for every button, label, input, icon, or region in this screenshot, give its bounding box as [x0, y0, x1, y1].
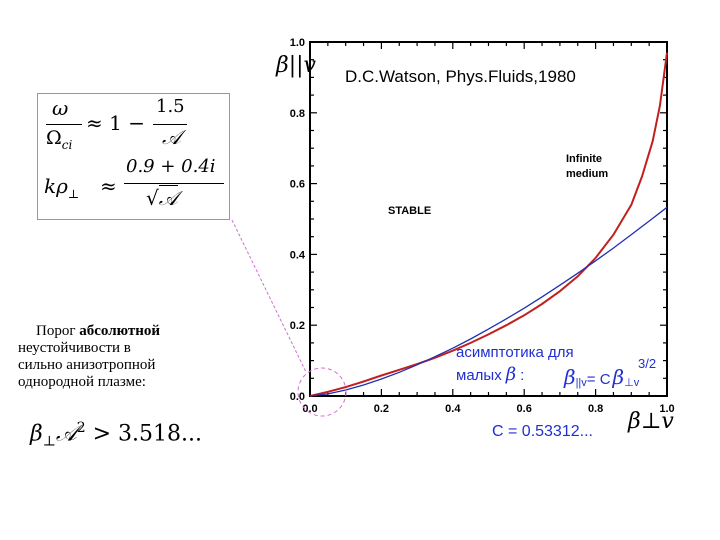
x-tick-label: 0.0	[302, 403, 317, 415]
formula-2-denominator: √𝒜	[146, 185, 178, 210]
infinite-label-1: Infinite	[566, 153, 602, 165]
threshold-formula: β⊥𝒜2 > 3.518...	[30, 420, 203, 450]
x-tick-label: 0.8	[588, 403, 603, 415]
y-tick-label: 0.4	[290, 249, 306, 261]
formula-1-rhs-denominator: 𝒜	[162, 125, 181, 149]
c-value-label: C = 0.53312...	[492, 423, 593, 440]
y-tick-label: 0.0	[290, 391, 305, 403]
caption: Порог абсолютной неустойчивости в сильно…	[18, 323, 228, 391]
formula-1-frac-line	[46, 124, 82, 125]
tick-labels: 0.0 0.2 0.4 0.6 0.8 1.0 0.0 0.2 0.4 0.6 0.8 1.0	[290, 37, 675, 415]
formula-2-numerator: 0.9 + 0.4i	[126, 156, 216, 177]
infinite-label-2: medium	[566, 168, 608, 180]
y-tick-label: 1.0	[290, 37, 305, 49]
plot-frame	[309, 41, 668, 397]
stable-label: STABLE	[388, 205, 431, 217]
y-tick-label: 0.6	[290, 179, 305, 191]
formula-1-rhs-frac-line	[153, 124, 187, 125]
caption-line-1: Порог абсолютной	[36, 323, 161, 339]
asymptote-label-1: асимптотика для	[456, 344, 574, 361]
caption-line-2: неустойчивости в	[18, 340, 131, 356]
axis-ticks	[309, 41, 668, 397]
formula-2-frac-line	[124, 183, 224, 184]
zoom-circle	[297, 367, 347, 417]
chart-title: D.C.Watson, Phys.Fluids,1980	[345, 67, 576, 86]
caption-line-3: сильно анизотропной	[18, 357, 156, 373]
x-tick-label: 0.2	[374, 403, 389, 415]
asymptote-exponent: 3/2	[638, 356, 656, 371]
x-tick-label: 0.6	[517, 403, 532, 415]
y-tick-label: 0.8	[290, 108, 305, 120]
formula-1-denominator: Ωci	[46, 127, 73, 152]
formula-2-approx: ≈	[100, 174, 117, 198]
formula-2-lhs: kρ⊥	[44, 174, 80, 201]
caption-line-4: однородной плазме:	[18, 374, 146, 390]
formula-1-numerator: ω	[52, 96, 69, 120]
connector-line	[231, 219, 307, 373]
x-axis-label: β⊥v	[627, 409, 674, 434]
y-axis-label: β||v	[275, 53, 317, 78]
formula-1-approx: ≈ 1 −	[86, 111, 145, 135]
series-asymptote-line	[309, 206, 668, 397]
series-infinite-medium-line	[309, 52, 668, 397]
asymptote-label-2: малых β:	[456, 364, 524, 385]
x-tick-label: 0.4	[445, 403, 461, 415]
x-tick-label: 1.0	[659, 403, 674, 415]
formula-1-rhs-numerator: 1.5	[156, 96, 185, 117]
y-tick-label: 0.2	[290, 320, 305, 332]
formula-box: ω Ωci ≈ 1 − 1.5 𝒜 kρ⊥ ≈ 0.9 + 0.4i √𝒜	[37, 93, 230, 220]
